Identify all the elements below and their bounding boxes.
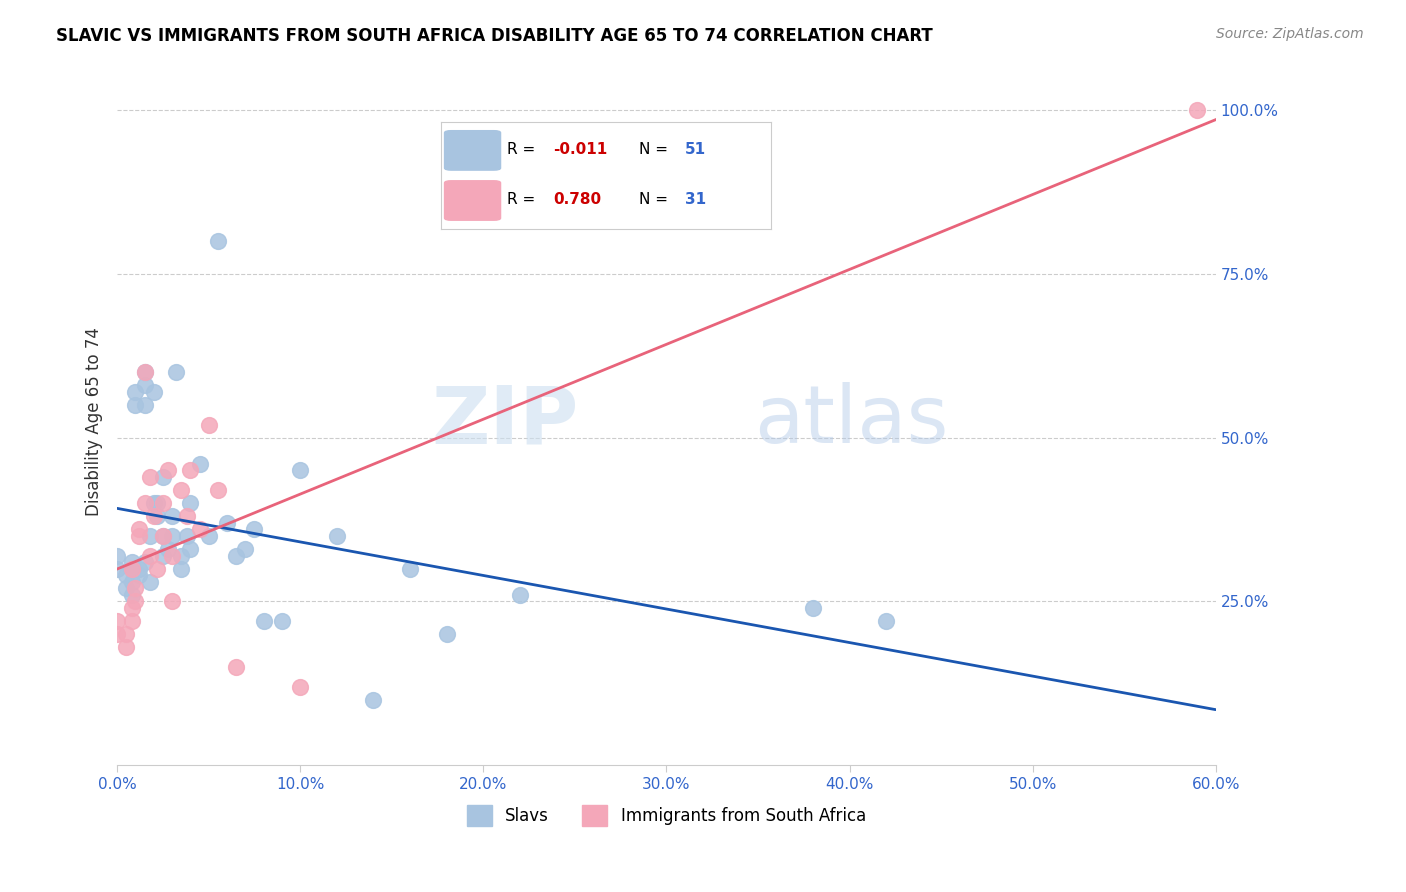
Point <box>128 529 150 543</box>
Point <box>134 365 156 379</box>
Point <box>121 574 143 589</box>
Point <box>157 463 180 477</box>
Point <box>134 365 156 379</box>
Point <box>142 384 165 399</box>
Point <box>326 529 349 543</box>
Point <box>207 483 229 497</box>
Point <box>124 398 146 412</box>
Point <box>152 549 174 563</box>
Point <box>207 234 229 248</box>
Point <box>152 496 174 510</box>
Point <box>134 496 156 510</box>
Point <box>105 614 128 628</box>
Point <box>124 594 146 608</box>
Point <box>509 588 531 602</box>
Point <box>160 509 183 524</box>
Text: SLAVIC VS IMMIGRANTS FROM SOUTH AFRICA DISABILITY AGE 65 TO 74 CORRELATION CHART: SLAVIC VS IMMIGRANTS FROM SOUTH AFRICA D… <box>56 27 934 45</box>
Point <box>188 457 211 471</box>
Point <box>105 562 128 576</box>
Point <box>170 549 193 563</box>
Text: ZIP: ZIP <box>432 383 578 460</box>
Point <box>197 529 219 543</box>
Point <box>134 555 156 569</box>
Point <box>139 549 162 563</box>
Point <box>160 594 183 608</box>
Point <box>121 614 143 628</box>
Point <box>121 601 143 615</box>
Point <box>121 562 143 576</box>
Point <box>115 568 138 582</box>
Point <box>139 574 162 589</box>
Point <box>197 417 219 432</box>
Point <box>436 627 458 641</box>
Point <box>160 549 183 563</box>
Point <box>115 627 138 641</box>
Point <box>115 640 138 655</box>
Point <box>124 582 146 596</box>
Y-axis label: Disability Age 65 to 74: Disability Age 65 to 74 <box>86 326 103 516</box>
Point <box>128 562 150 576</box>
Point <box>801 601 824 615</box>
Point <box>233 542 256 557</box>
Point <box>160 529 183 543</box>
Point <box>146 509 169 524</box>
Point <box>139 470 162 484</box>
Point <box>152 529 174 543</box>
Point <box>165 365 187 379</box>
Point <box>179 542 201 557</box>
Point <box>124 384 146 399</box>
Point <box>399 562 422 576</box>
Point <box>128 522 150 536</box>
Point <box>146 496 169 510</box>
Point <box>134 398 156 412</box>
Point <box>142 509 165 524</box>
Point <box>115 582 138 596</box>
Point <box>243 522 266 536</box>
Point <box>290 463 312 477</box>
Point <box>152 529 174 543</box>
Point <box>121 555 143 569</box>
Point <box>271 614 294 628</box>
Point <box>146 562 169 576</box>
Point <box>170 562 193 576</box>
Point <box>105 549 128 563</box>
Point <box>875 614 897 628</box>
Point <box>363 692 385 706</box>
Point <box>128 568 150 582</box>
Point <box>225 660 247 674</box>
Point <box>121 588 143 602</box>
Point <box>142 496 165 510</box>
Point <box>170 483 193 497</box>
Point <box>1187 103 1209 118</box>
Text: Source: ZipAtlas.com: Source: ZipAtlas.com <box>1216 27 1364 41</box>
Point <box>179 463 201 477</box>
Point <box>179 496 201 510</box>
Point <box>215 516 238 530</box>
Point <box>188 522 211 536</box>
Legend: Slavs, Immigrants from South Africa: Slavs, Immigrants from South Africa <box>460 799 873 832</box>
Point <box>253 614 276 628</box>
Point <box>121 562 143 576</box>
Point <box>176 529 198 543</box>
Point <box>139 529 162 543</box>
Point <box>134 378 156 392</box>
Point <box>290 680 312 694</box>
Text: atlas: atlas <box>754 383 949 460</box>
Point <box>176 509 198 524</box>
Point <box>105 627 128 641</box>
Point <box>152 470 174 484</box>
Point <box>157 542 180 557</box>
Point <box>225 549 247 563</box>
